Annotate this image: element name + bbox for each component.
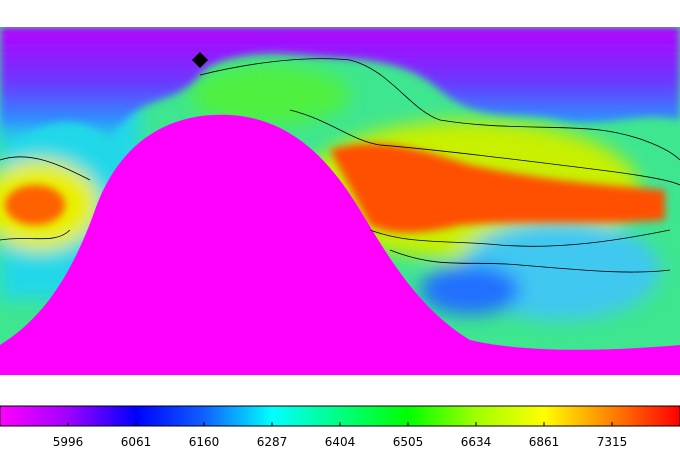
colorbar-tick-label: 6287 xyxy=(257,435,288,449)
colorbar-tick-label: 6061 xyxy=(121,435,152,449)
colorbar-tick-label: 6634 xyxy=(461,435,492,449)
colorbar-tick-label: 6505 xyxy=(393,435,424,449)
colorbar-tick-label: 7315 xyxy=(597,435,628,449)
colorbar-tick-label: 5996 xyxy=(53,435,84,449)
colorbar-tick-label: 6160 xyxy=(189,435,220,449)
colorbar-tick-label: 6861 xyxy=(529,435,560,449)
colorbar-tick-label: 6404 xyxy=(325,435,356,449)
map xyxy=(0,27,680,375)
